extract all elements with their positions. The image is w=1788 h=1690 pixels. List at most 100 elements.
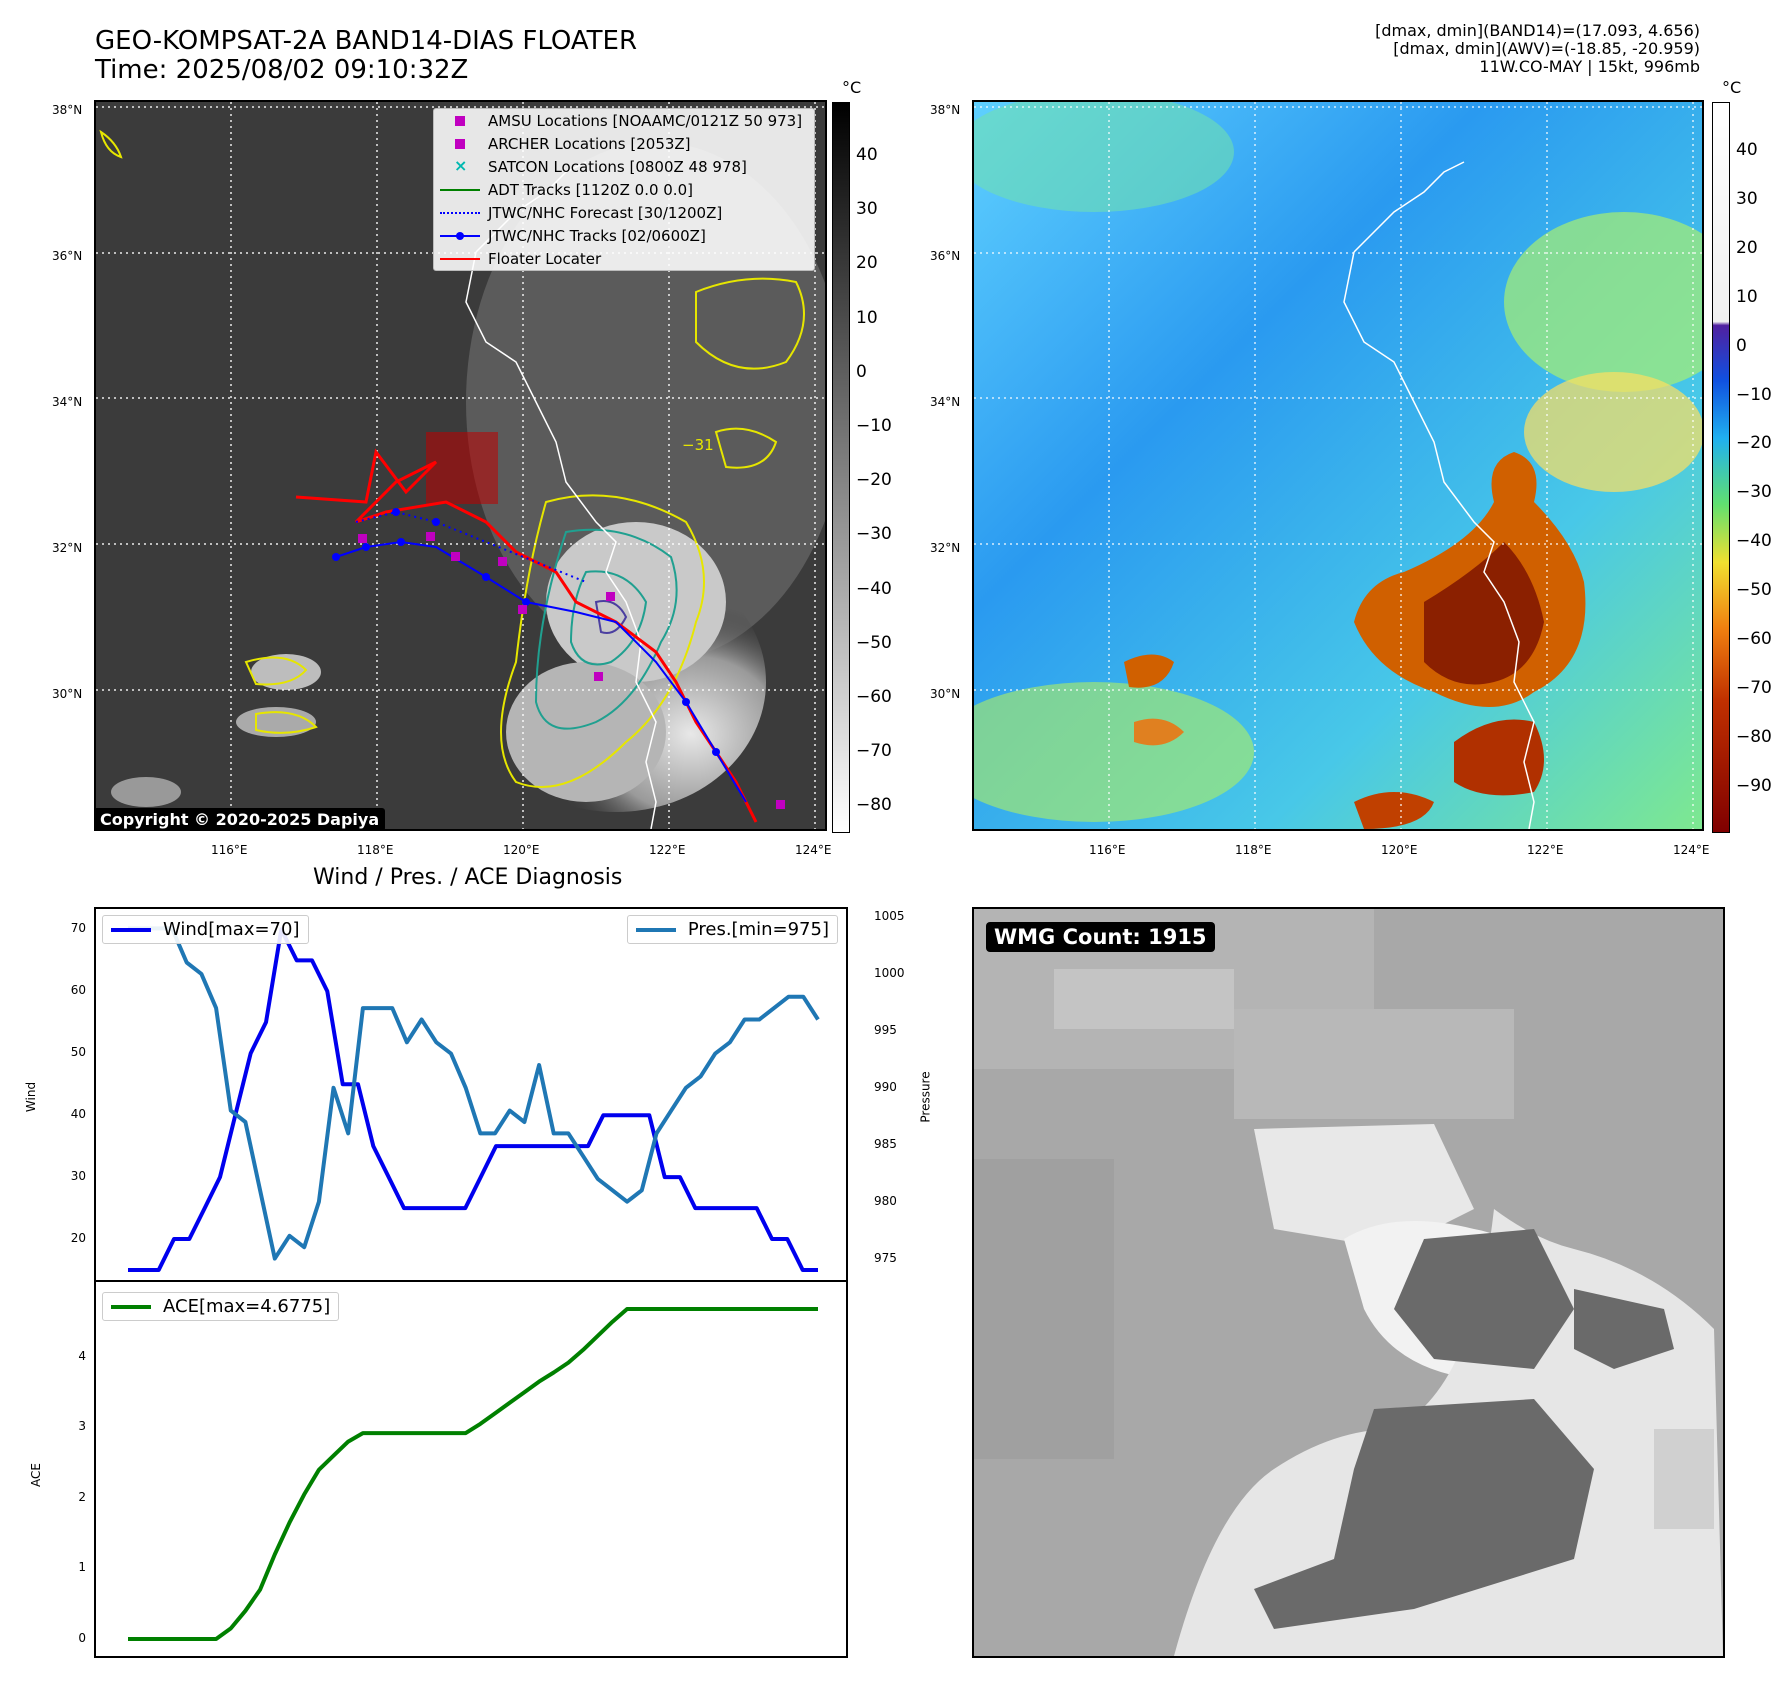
lat-label: 30°N: [930, 687, 961, 701]
pressure-axis-label: Pressure: [918, 1071, 933, 1123]
lat-label: 38°N: [930, 103, 961, 117]
ace-svg: [128, 1307, 818, 1641]
wmg-panel: WMG Count: 1915: [972, 907, 1725, 1658]
colorbar-tick-label: −70: [1736, 677, 1772, 698]
colorbar-tick-label: 30: [856, 199, 878, 220]
axis-tick-label: 990: [874, 1079, 897, 1094]
axis-tick-label: 60: [70, 983, 86, 998]
band14-map: −31 AMSU Locations [NOAAMC/0121Z 50 973]…: [94, 100, 827, 831]
colorbar-tick-label: 0: [1736, 335, 1747, 356]
colorbar-tick-label: −10: [1736, 384, 1772, 405]
lon-label: 124°E: [795, 843, 832, 857]
colorbar-unit: °C: [1722, 78, 1742, 97]
colorbar-tick-label: 0: [856, 361, 867, 382]
ace-axis-label: ACE: [28, 1463, 43, 1487]
awv-colorbar: [1712, 102, 1730, 833]
pressure-series-line: [128, 926, 820, 1261]
colorbar-tick-label: −50: [1736, 580, 1772, 601]
wind-pressure-panel: Wind[max=70] Pres.[min=975]: [94, 907, 848, 1282]
lon-label: 116°E: [1089, 843, 1126, 857]
colorbar-tick-label: 30: [1736, 188, 1758, 209]
colorbar-tick-label: −30: [856, 524, 892, 545]
info-line1: [dmax, dmin](BAND14)=(17.093, 4.656): [1375, 21, 1700, 40]
colorbar-tick-label: −40: [1736, 531, 1772, 552]
colorbar-tick-label: −30: [1736, 482, 1772, 503]
line-dot-icon: [440, 229, 480, 243]
colorbar-tick-label: 10: [1736, 286, 1758, 307]
axis-tick-label: 40: [70, 1107, 86, 1122]
legend-floater: Floater Locater: [434, 247, 814, 270]
dotted-line-icon: [440, 206, 480, 220]
ace-series-line: [128, 1307, 818, 1641]
axis-tick-label: 995: [874, 1022, 897, 1037]
colorbar-tick-label: −60: [1736, 629, 1772, 649]
title-line2: Time: 2025/08/02 09:10:32Z: [95, 55, 469, 85]
wmg-count-badge: WMG Count: 1915: [986, 922, 1215, 952]
lat-label: 34°N: [52, 395, 83, 409]
legend-adt: ADT Tracks [1120Z 0.0 0.0]: [434, 178, 814, 201]
axis-tick-label: 20: [70, 1231, 86, 1246]
legend-satcon: × SATCON Locations [0800Z 48 978]: [434, 155, 814, 178]
wind-legend: Wind[max=70]: [102, 915, 309, 944]
lon-label: 120°E: [1381, 843, 1418, 857]
line-marker-icon: [440, 252, 480, 266]
colorbar-tick-label: 40: [1736, 140, 1758, 160]
lon-label: 124°E: [1673, 843, 1710, 857]
wind-pressure-svg: [128, 926, 820, 1272]
awv-map: [972, 100, 1704, 831]
axis-tick-label: 980: [874, 1193, 897, 1208]
ace-panel: ACE[max=4.6775]: [94, 1280, 848, 1658]
colorbar-tick-label: 40: [856, 145, 878, 165]
pressure-legend-line-icon: [635, 927, 676, 932]
info-line2: [dmax, dmin](AWV)=(-18.85, -20.959): [1393, 39, 1700, 58]
colorbar-tick-label: −90: [1736, 775, 1772, 796]
title-line1: GEO-KOMPSAT-2A BAND14-DIAS FLOATER: [95, 26, 638, 56]
legend-forecast: JTWC/NHC Forecast [30/1200Z]: [434, 201, 814, 224]
axis-tick-label: 1: [78, 1560, 86, 1575]
colorbar-tick-label: 10: [856, 307, 878, 328]
lon-label: 118°E: [1235, 843, 1272, 857]
colorbar-tick-label: −20: [856, 470, 892, 491]
lat-label: 32°N: [52, 541, 83, 555]
axis-tick-label: 975: [874, 1250, 897, 1265]
ace-legend: ACE[max=4.6775]: [102, 1292, 340, 1321]
lon-label: 122°E: [1527, 843, 1564, 857]
axis-tick-label: 985: [874, 1136, 897, 1151]
line-marker-icon: [440, 183, 480, 197]
colorbar-tick-label: −80: [1736, 726, 1772, 747]
x-marker-icon: ×: [454, 155, 468, 175]
colorbar-tick-label: −50: [856, 632, 892, 653]
lat-label: 36°N: [930, 249, 961, 263]
axis-tick-label: 70: [70, 921, 86, 936]
square-marker-icon: [440, 114, 480, 128]
axis-tick-label: 0: [78, 1630, 86, 1645]
colorbar-unit: °C: [842, 78, 862, 97]
lon-label: 118°E: [357, 843, 394, 857]
axis-tick-label: 3: [78, 1419, 86, 1434]
legend-tracks: JTWC/NHC Tracks [02/0600Z]: [434, 224, 814, 247]
track-legend: AMSU Locations [NOAAMC/0121Z 50 973] ARC…: [433, 108, 815, 271]
lat-label: 38°N: [52, 103, 83, 117]
colorbar-tick-label: −20: [1736, 433, 1772, 454]
colorbar-tick-label: −40: [856, 578, 892, 599]
wind-legend-line-icon: [111, 927, 151, 932]
storm-info: [dmax, dmin](BAND14)=(17.093, 4.656) [dm…: [1375, 22, 1700, 76]
lat-label: 34°N: [930, 395, 961, 409]
grayscale-colorbar: [832, 102, 850, 833]
legend-archer: ARCHER Locations [2053Z]: [434, 132, 814, 155]
colorbar-tick-label: −70: [856, 741, 892, 762]
contour-label: −31: [682, 436, 714, 454]
ace-legend-line-icon: [111, 1304, 151, 1309]
figure-title: GEO-KOMPSAT-2A BAND14-DIAS FLOATER Time:…: [95, 27, 637, 85]
lon-label: 122°E: [649, 843, 686, 857]
colorbar-tick-label: −10: [856, 416, 892, 436]
wind-axis-label: Wind: [24, 1081, 39, 1113]
wind-series-line: [128, 927, 818, 1272]
square-marker-icon: [440, 137, 480, 151]
axis-tick-label: 50: [70, 1045, 86, 1060]
diagnosis-title: Wind / Pres. / ACE Diagnosis: [313, 865, 623, 890]
colorbar-tick-label: −60: [856, 687, 892, 707]
axis-tick-label: 1005: [874, 909, 905, 923]
colorbar-tick-label: 20: [856, 253, 878, 274]
axis-tick-label: 2: [78, 1489, 86, 1504]
